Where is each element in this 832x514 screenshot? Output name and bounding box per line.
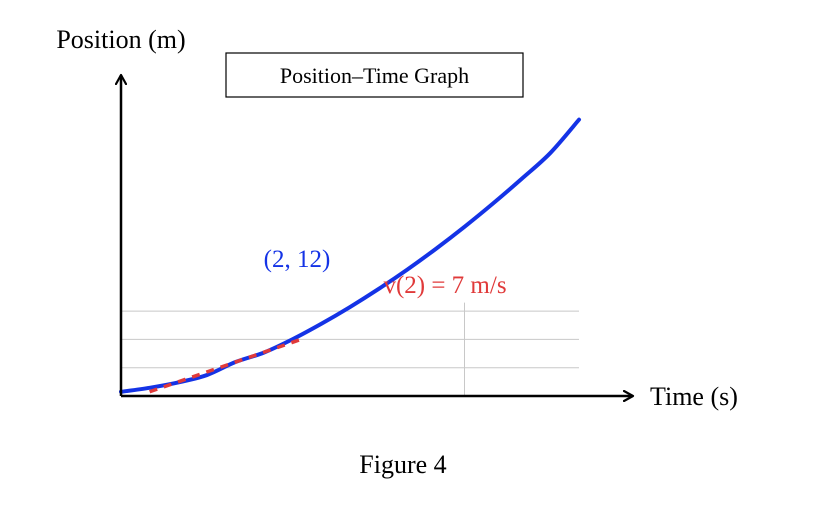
tangent-line <box>149 336 305 394</box>
title-box <box>225 52 524 98</box>
chart-title: Position–Time Graph <box>280 63 469 88</box>
grid-lines <box>121 302 579 396</box>
x-axis-label: Time (s) <box>650 382 738 411</box>
y-axis-label: Position (m) <box>56 25 185 54</box>
position-curve <box>119 117 581 394</box>
figure-caption: Figure 4 <box>359 450 446 479</box>
velocity-annotation: v(2) = 7 m/s <box>383 272 506 299</box>
point-label: (2, 12) <box>264 246 331 273</box>
